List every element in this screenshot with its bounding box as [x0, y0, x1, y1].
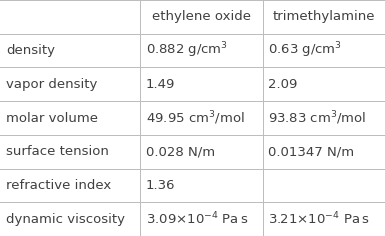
Text: 0.028 N/m: 0.028 N/m [146, 145, 215, 158]
Text: surface tension: surface tension [6, 145, 109, 158]
Text: dynamic viscosity: dynamic viscosity [6, 213, 125, 226]
Text: vapor density: vapor density [6, 78, 97, 91]
Text: trimethylamine: trimethylamine [273, 10, 375, 23]
Text: refractive index: refractive index [6, 179, 111, 192]
Text: ethylene oxide: ethylene oxide [152, 10, 251, 23]
Text: 93.83 cm$^3$/mol: 93.83 cm$^3$/mol [268, 109, 367, 127]
Text: 3.21×10$^{-4}$ Pa s: 3.21×10$^{-4}$ Pa s [268, 211, 370, 228]
Text: 49.95 cm$^3$/mol: 49.95 cm$^3$/mol [146, 109, 244, 127]
Text: 2.09: 2.09 [268, 78, 298, 91]
Text: 0.882 g/cm$^3$: 0.882 g/cm$^3$ [146, 41, 228, 60]
Text: molar volume: molar volume [6, 111, 98, 125]
Text: density: density [6, 44, 55, 57]
Text: 0.01347 N/m: 0.01347 N/m [268, 145, 355, 158]
Text: 1.49: 1.49 [146, 78, 175, 91]
Text: 1.36: 1.36 [146, 179, 176, 192]
Text: 3.09×10$^{-4}$ Pa s: 3.09×10$^{-4}$ Pa s [146, 211, 249, 228]
Text: 0.63 g/cm$^3$: 0.63 g/cm$^3$ [268, 41, 342, 60]
